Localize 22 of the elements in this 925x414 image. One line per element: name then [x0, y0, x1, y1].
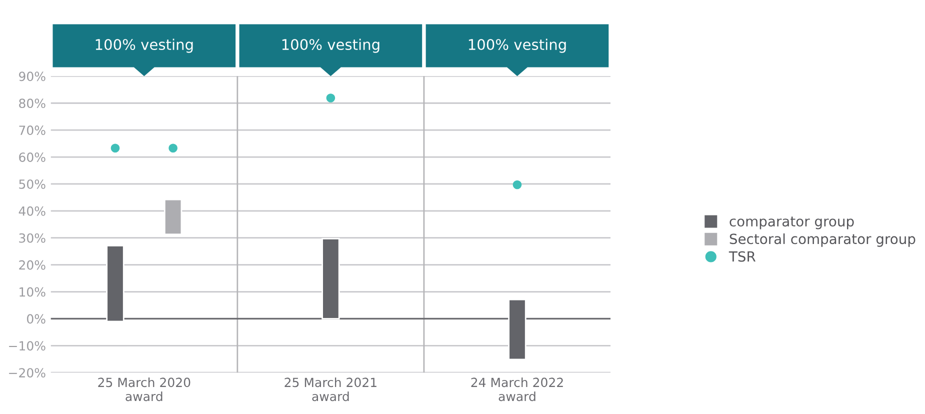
y-tick-label: 70%: [19, 126, 46, 135]
y-tick-label: 60%: [19, 152, 46, 162]
legend-label: TSR: [728, 251, 756, 262]
bar: [164, 198, 182, 236]
y-tick-label: 10%: [20, 287, 46, 297]
x-tick-label: 24 March 2022 award: [471, 377, 563, 402]
text: 100% vesting: [282, 38, 380, 53]
y-tick-label: 50%: [19, 179, 46, 189]
y-tick-label: −10%: [9, 341, 46, 351]
x-tick-label: 25 March 2020 award: [98, 377, 190, 402]
y-tick-label: −20%: [9, 368, 46, 378]
y-tick-label: 40%: [18, 206, 46, 216]
text: 100% vesting: [468, 38, 566, 53]
legend-label: Sectoral comparator group: [730, 233, 916, 247]
x-tick-label: 25 March 2021 award: [284, 377, 376, 402]
y-tick-label: 80%: [19, 98, 46, 108]
y-tick-label: 30%: [19, 233, 46, 243]
legend-label: comparator group: [730, 216, 854, 230]
text: 100% vesting: [96, 38, 193, 53]
y-tick-label: 20%: [19, 260, 46, 270]
y-tick-label: 90%: [19, 72, 46, 82]
y-tick-label: 0%: [27, 314, 46, 324]
